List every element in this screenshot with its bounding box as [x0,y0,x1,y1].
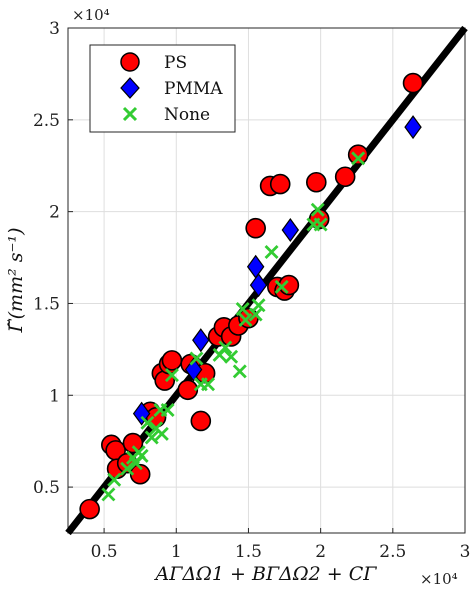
pmma-point [246,254,265,279]
none-point [189,351,204,366]
y-tick-label: 2 [49,203,60,223]
ps-point [122,432,144,454]
none-point [160,402,175,417]
y-tick-label: 2.5 [33,111,60,131]
legend-none-label: None [164,105,210,125]
ps-point [269,173,291,195]
legend-ps-marker [120,52,140,72]
ps-point [79,498,100,520]
none-point [264,245,279,260]
none-point [164,368,179,383]
ps-point [306,171,327,193]
legend: PS PMMA None [89,44,236,133]
none-point [232,364,247,379]
legend-pmma-label: PMMA [164,79,223,99]
pmma-point [249,273,268,298]
x-tick-label: 2 [315,542,326,562]
x-tick-label: 1 [171,542,182,562]
legend-ps-label: PS [164,53,187,73]
none-point [251,298,266,313]
none-point [101,487,116,502]
ps-point [402,72,424,94]
ps-point [190,410,212,432]
x-axis-label: AΓΔΩ1 + BΓΔΩ2 + CΓ [154,563,378,585]
plot-frame [67,27,466,534]
y-axis-label: Γ̃(mm² s⁻¹) [5,227,27,333]
pmma-point [404,115,422,140]
x-tick-label: 1.5 [235,542,262,562]
ps-point [177,379,199,401]
none-point [107,472,122,487]
ps-point [245,217,266,239]
pmma-point [192,328,210,353]
none-point [313,217,328,232]
none-point [140,415,155,430]
none-point [235,301,250,316]
none-point [120,461,135,476]
y-tick-label: 1 [49,386,60,406]
y-tick-label: 1.5 [33,294,60,314]
x-tick-label: 3 [460,542,471,562]
ps-point [334,166,356,188]
none-point [154,426,169,441]
ps-point [347,144,369,166]
pmma-point [281,217,300,243]
legend-box [89,44,236,133]
none-point [201,377,216,392]
y-tick-label: 0.5 [33,478,60,498]
none-point [218,340,233,355]
none-point [351,151,366,166]
ps-point [129,463,151,485]
none-point [238,312,253,327]
tick-labels: 0.5 1 1.5 2 2.5 3 0.5 1 1.5 2 2.5 3 [33,19,470,562]
none-point [248,307,263,322]
x-exponent-label: ×10⁴ [420,570,458,588]
legend-pmma-marker [120,77,140,99]
x-tick-label: 2.5 [379,542,406,562]
y-exponent-label: ×10⁴ [72,6,110,24]
none-point [144,430,159,445]
y-tick-label: 3 [49,19,60,39]
legend-none-marker [122,106,138,122]
none-point [310,202,325,217]
none-point [134,448,149,463]
none-point [224,349,239,364]
data-marks [79,72,424,520]
pmma-point [184,357,203,382]
x-tick-label: 0.5 [91,542,118,562]
none-point [274,279,289,294]
ps-point [161,350,183,371]
